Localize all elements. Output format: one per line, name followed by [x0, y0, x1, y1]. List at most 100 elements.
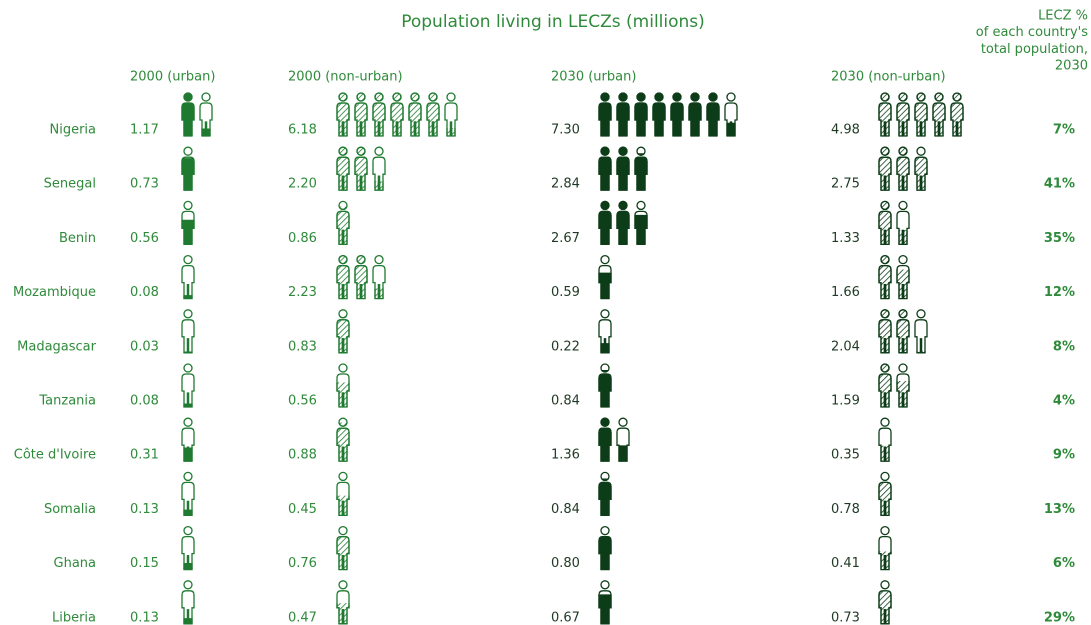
value-label: 0.08: [130, 285, 159, 300]
pictogram-icons: [336, 417, 350, 462]
lecz-percent: 9%: [1053, 448, 1075, 463]
column-header: 2000 (non-urban): [288, 70, 403, 85]
value-label: 0.31: [130, 448, 159, 463]
value-label: 0.35: [831, 448, 860, 463]
pictogram-icons: [598, 200, 648, 246]
value-label: 0.56: [288, 394, 317, 409]
value-label: 1.36: [551, 448, 580, 463]
pictogram-icons: [598, 417, 630, 462]
country-label: Tanzania: [38, 394, 96, 409]
value-label: 2.75: [831, 177, 860, 192]
value-label: 0.08: [130, 394, 159, 409]
country-label: Somalia: [44, 502, 96, 517]
pictogram-icons: [878, 254, 910, 300]
pictogram-icons: [336, 254, 386, 300]
pictogram-icons: [181, 309, 195, 354]
value-label: 2.23: [288, 285, 317, 300]
value-label: 0.15: [130, 556, 159, 571]
country-label: Mozambique: [13, 285, 96, 300]
value-label: 0.47: [288, 610, 317, 625]
value-label: 0.73: [831, 610, 860, 625]
value-label: 1.66: [831, 285, 860, 300]
value-label: 0.03: [130, 339, 159, 354]
value-label: 0.78: [831, 502, 860, 517]
value-label: 0.73: [130, 177, 159, 192]
column-header: 2030 (urban): [551, 70, 636, 85]
pictogram-icons: [598, 92, 738, 137]
country-label: Côte d'Ivoire: [14, 448, 96, 463]
value-label: 6.18: [288, 123, 317, 138]
country-label: Ghana: [54, 556, 97, 571]
pictogram-icons: [878, 146, 928, 191]
country-label: Madagascar: [17, 339, 97, 354]
pictogram-icons: [181, 525, 195, 571]
value-label: 0.83: [288, 339, 317, 354]
value-label: 0.13: [130, 610, 159, 625]
country-label: Nigeria: [49, 123, 96, 138]
value-label: 7.30: [551, 123, 580, 138]
lecz-percent: 4%: [1053, 394, 1075, 409]
value-label: 0.84: [551, 502, 580, 517]
chart-title: Population living in LECZs (millions): [401, 12, 705, 32]
pictogram-icons: [336, 525, 350, 571]
value-label: 2.20: [288, 177, 317, 192]
pictogram-icons: [598, 363, 612, 408]
lecz-percent: 8%: [1053, 339, 1075, 354]
lecz-header: of each country's: [976, 25, 1088, 40]
pictogram-icons: [878, 580, 892, 625]
pictogram-icons: [336, 146, 386, 191]
column-header: 2030 (non-urban): [831, 70, 946, 85]
lecz-percent: 7%: [1053, 123, 1075, 138]
value-label: 0.84: [551, 394, 580, 409]
pictogram-icons: [336, 309, 350, 354]
value-label: 0.80: [551, 556, 580, 571]
pictogram-icons: [181, 146, 195, 191]
lecz-header: 2030: [1055, 59, 1088, 74]
pictogram-icons: [598, 471, 612, 517]
value-label: 0.45: [288, 502, 317, 517]
value-label: 2.67: [551, 231, 580, 246]
pictogram-icons: [181, 471, 195, 517]
column-header: 2000 (urban): [130, 70, 215, 85]
pictogram-icons: [598, 580, 612, 625]
pictogram-icons: [878, 309, 928, 354]
value-label: 1.59: [831, 394, 860, 409]
value-label: 1.17: [130, 123, 159, 138]
pictogram-icons: [181, 200, 195, 246]
pictogram-icons: [878, 92, 964, 137]
pictogram-icons: [181, 417, 195, 462]
pictogram-icons: [336, 200, 350, 246]
pictogram-icons: [181, 92, 213, 137]
pictogram-icons: [598, 254, 612, 300]
lecz-percent: 29%: [1044, 610, 1075, 625]
lecz-percent: 6%: [1053, 556, 1075, 571]
value-label: 0.67: [551, 610, 580, 625]
pictogram-icons: [181, 580, 195, 625]
pictogram-icons: [878, 525, 892, 571]
country-label: Benin: [59, 231, 96, 246]
value-label: 0.88: [288, 448, 317, 463]
value-label: 0.76: [288, 556, 317, 571]
pictogram-icons: [336, 471, 350, 517]
pictogram-icons: [598, 309, 612, 354]
pictogram-icons: [878, 417, 892, 462]
country-label: Liberia: [52, 610, 96, 625]
lecz-header: total population,: [981, 42, 1088, 57]
pictogram-icons: [336, 92, 458, 137]
value-label: 0.86: [288, 231, 317, 246]
pictogram-icons: [336, 580, 350, 625]
lecz-header: LECZ %: [1038, 9, 1088, 24]
pictogram-icons: [181, 254, 195, 300]
pictogram-icons: [598, 146, 648, 191]
value-label: 0.41: [831, 556, 860, 571]
value-label: 1.33: [831, 231, 860, 246]
pictogram-icons: [336, 363, 350, 408]
value-label: 0.59: [551, 285, 580, 300]
pictogram-icons: [878, 363, 910, 408]
value-label: 0.22: [551, 339, 580, 354]
value-label: 2.04: [831, 339, 860, 354]
value-label: 0.56: [130, 231, 159, 246]
pictogram-icons: [598, 525, 612, 571]
pictogram-icons: [878, 200, 910, 246]
